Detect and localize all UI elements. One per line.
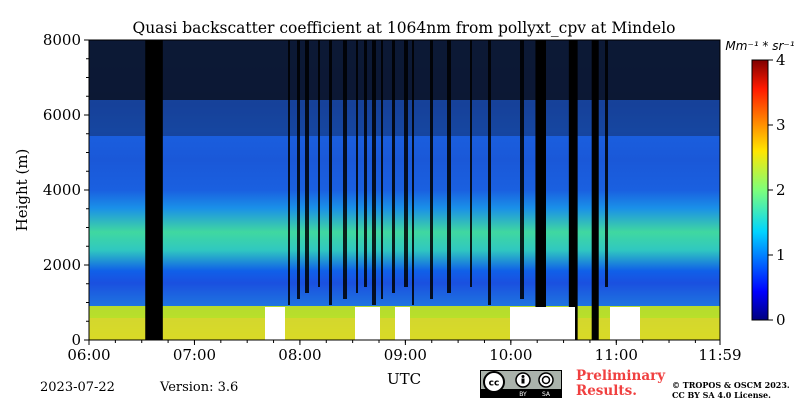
y-axis-label: Height (m) [13,149,31,232]
no-signal-period [145,40,163,340]
noise-streak [356,40,358,293]
x-axis-ticks: 06:00 07:00 08:00 09:00 10:00 11:00 11:59 [67,340,742,364]
copyright-line-2: CC BY SA 4.0 License. [672,390,771,400]
x-tick-label: 11:00 [595,346,638,364]
signal-gap [265,307,285,340]
cc-icon [483,371,505,393]
chart-title: Quasi backscatter coefficient at 1064nm … [132,19,675,37]
colorbar-ticks: 0 1 2 3 4 [768,51,786,329]
noise-streak [329,40,332,305]
noise-streak [488,40,491,305]
x-tick-label: 07:00 [173,346,216,364]
copyright-notice: © TROPOS & OSCM 2023. CC BY SA 4.0 Licen… [672,380,790,400]
noise-streak [372,40,376,305]
colorbar-tick-label: 2 [776,181,786,199]
x-tick-label: 11:59 [698,346,741,364]
noise-streak [404,40,408,287]
svg-text:SA: SA [542,391,551,398]
no-signal-period [535,40,546,340]
noise-streak [430,40,433,299]
copyright-line-1: © TROPOS & OSCM 2023. [672,380,790,390]
noise-streak [364,40,367,287]
noise-streak [318,40,320,287]
noise-streak [288,40,290,305]
footer-date: 2023-07-22 [40,380,115,395]
y-axis-ticks: 0 2000 4000 6000 8000 [43,31,89,349]
y-tick-label: 8000 [43,31,81,49]
svg-text:cc: cc [489,379,500,389]
preliminary-line-2: Results. [576,383,637,399]
signal-gap [510,307,575,340]
noise-streak [343,40,347,299]
noise-streak [392,40,395,293]
noise-streak [520,40,524,299]
noise-streak [470,40,472,287]
y-tick-label: 2000 [43,256,81,274]
noise-streak [605,40,608,287]
preliminary-line-1: Preliminary [576,368,666,384]
no-signal-period [568,40,578,340]
sa-icon [538,372,554,388]
preliminary-notice: Preliminary Results. [576,369,665,399]
svg-text:BY: BY [519,391,527,398]
colorbar [751,59,769,321]
y-tick-label: 6000 [43,106,81,124]
colorbar-unit-label: Mm⁻¹ * sr⁻¹ [725,39,794,53]
x-tick-label: 10:00 [489,346,532,364]
colorbar-tick-label: 3 [776,116,786,134]
x-tick-label: 08:00 [278,346,321,364]
x-axis-label: UTC [387,370,421,388]
noise-streak [447,40,451,293]
colorbar-tick-label: 1 [776,246,786,264]
backscatter-heatmap [89,40,720,340]
noise-streak [381,40,383,299]
no-signal-period [591,40,599,340]
noise-streak [297,40,300,299]
noise-streak [412,40,414,305]
y-tick-label: 0 [71,331,81,349]
x-tick-label: 06:00 [67,346,110,364]
signal-gap [610,307,640,340]
signal-gap [355,307,380,340]
y-tick-label: 4000 [43,181,81,199]
footer-version: Version: 3.6 [160,380,239,395]
signal-gap [395,307,410,340]
cc-by-sa-badge[interactable]: cc BY SA [480,370,562,398]
colorbar-tick-label: 0 [776,311,786,329]
noise-streak [305,40,309,293]
noise-streak [575,40,577,293]
x-tick-label: 09:00 [384,346,427,364]
colorbar-tick-label: 4 [776,51,786,69]
